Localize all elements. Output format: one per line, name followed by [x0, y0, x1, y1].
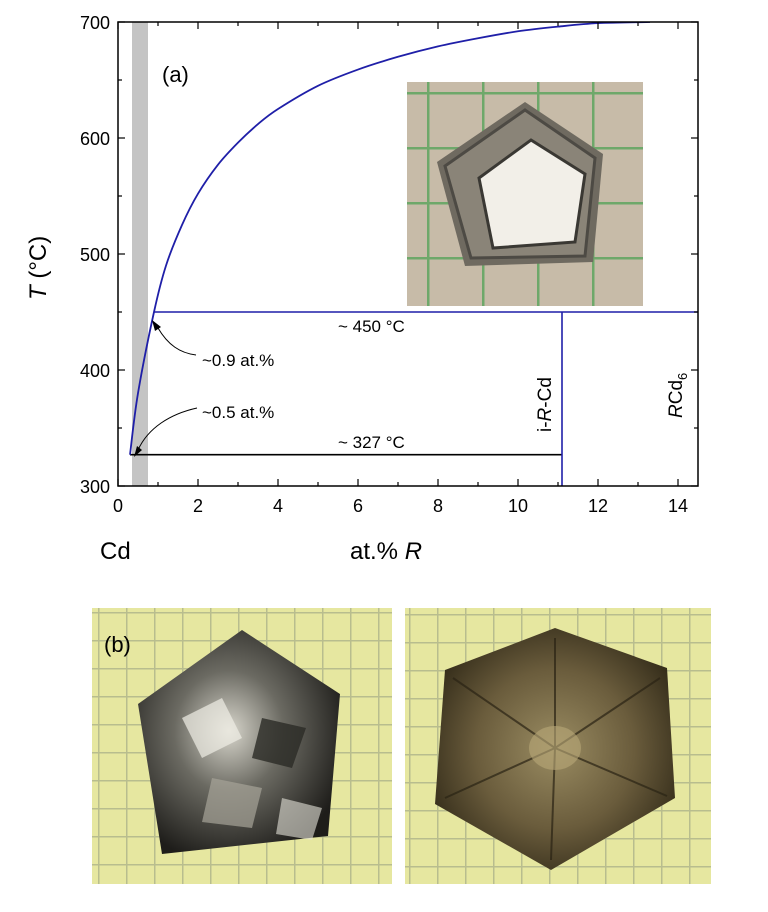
annotation-0.9-text: ~0.9 at.% [202, 351, 274, 370]
x-tick-label: 2 [193, 496, 203, 516]
phase-label-RCd6: RCd6 [666, 373, 690, 418]
crystal-photo-right [405, 608, 711, 884]
y-tick-label: 500 [80, 245, 110, 265]
liquidus-curve [129, 22, 651, 455]
y-tick-label: 300 [80, 477, 110, 497]
y-tick-label: 600 [80, 129, 110, 149]
x-tick-label: 6 [353, 496, 363, 516]
annotation-0.5: ~0.5 at.% [134, 403, 274, 457]
crystal-photo-left [92, 608, 392, 884]
x-tick-label: 10 [508, 496, 528, 516]
x-tick-label: 12 [588, 496, 608, 516]
x-tick-label: 4 [273, 496, 283, 516]
panel-a-label: (a) [162, 62, 189, 87]
annotation-0.5-text: ~0.5 at.% [202, 403, 274, 422]
crystal-cross-section-photo [407, 82, 643, 306]
x-axis-title: at.% R [350, 538, 422, 565]
annotation-0.9: ~0.9 at.% [152, 320, 274, 370]
single-phase-shaded-region [132, 22, 148, 486]
line-label-327: ~ 327 °C [338, 433, 405, 452]
x-tick-label: 8 [433, 496, 443, 516]
x-tick-label: 0 [113, 496, 123, 516]
phase-diagram-figure: 0 2 4 6 8 10 12 14 300 400 500 600 700 (a) ~0.9 at.… [25, 13, 699, 565]
line-label-450: ~ 450 °C [338, 317, 405, 336]
y-tick-label: 400 [80, 361, 110, 381]
plot-area: 0 2 4 6 8 10 12 14 300 400 500 600 700 [80, 13, 699, 516]
y-axis-title: T (°C) [25, 236, 52, 300]
y-tick-label: 700 [80, 13, 110, 33]
x-origin-label-cd: Cd [100, 538, 131, 565]
x-tick-label: 14 [668, 496, 688, 516]
panel-b-label: (b) [104, 632, 131, 657]
phase-label-i-R-Cd: i-R-Cd [535, 377, 556, 432]
